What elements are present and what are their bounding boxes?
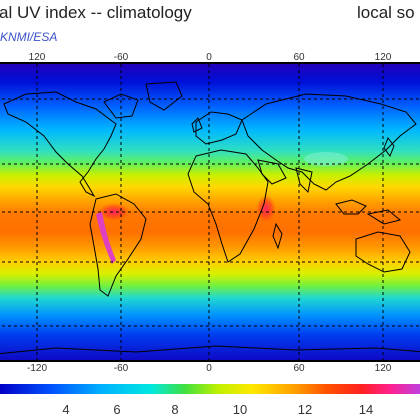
uv-field [0, 64, 420, 360]
data-credit: KNMI/ESA [0, 30, 58, 44]
time-label: local so [357, 3, 415, 22]
colorbar-tick: 14 [358, 402, 374, 417]
colorbar-gradient [0, 384, 420, 394]
uv-plateau [304, 152, 348, 166]
map-title: al UV index -- climatology [0, 3, 192, 22]
uv-hotspot [256, 195, 276, 223]
uv-colorbar [0, 384, 420, 394]
lon-tick-bottom: -120 [26, 363, 48, 374]
uv-map [0, 62, 420, 362]
colorbar-tick: 8 [171, 402, 179, 417]
lon-tick-bottom: -60 [113, 363, 129, 374]
graticule [0, 64, 420, 360]
colorbar-tick: 4 [62, 402, 70, 417]
colorbar-tick: 12 [297, 402, 313, 417]
lon-tick-top: 120 [374, 52, 392, 63]
lon-tick-top: 0 [206, 52, 212, 63]
uv-map-svg [0, 64, 420, 360]
lon-tick-bottom: 60 [293, 363, 305, 374]
colorbar-tick: 6 [113, 402, 121, 417]
lon-tick-top: 120 [28, 52, 46, 63]
uv-hotspot [98, 203, 130, 221]
lon-tick-top: 60 [293, 52, 305, 63]
coastlines [0, 81, 420, 355]
lon-tick-top: -60 [113, 52, 129, 63]
colorbar-tick: 10 [232, 402, 248, 417]
andes-hotspot [96, 212, 116, 264]
lon-tick-bottom: 120 [374, 363, 392, 374]
lon-tick-bottom: 0 [206, 363, 212, 374]
